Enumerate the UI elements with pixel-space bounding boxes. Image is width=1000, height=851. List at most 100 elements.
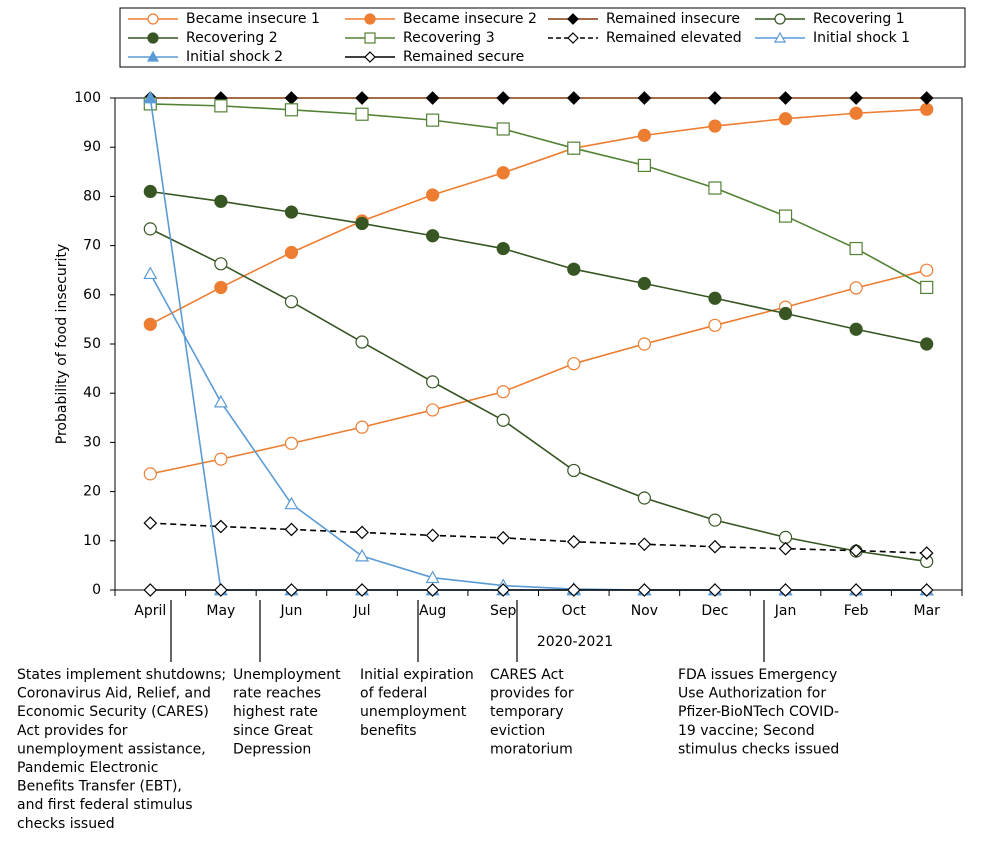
data-point [143,583,158,597]
data-point [284,583,299,597]
annotation-text: benefits [360,723,417,739]
legend-label: Recovering 2 [186,30,278,46]
annotation-text: 19 vaccine; Second [678,723,815,739]
legend-label: Became insecure 1 [186,11,320,27]
annotation-text: Benefits Transfer (EBT), [17,779,182,795]
data-point [919,546,934,560]
x-tick-label: Aug [419,603,446,619]
y-tick-label: 20 [83,484,101,500]
x-axis-label: 2020-2021 [537,634,613,650]
series-line [150,522,927,554]
data-point [496,530,511,545]
y-tick-label: 70 [83,238,101,254]
data-point [708,291,722,305]
data-point [778,209,793,223]
data-point [708,539,722,554]
x-tick-label: Feb [844,603,869,619]
data-point [496,583,511,597]
data-point [637,91,652,105]
data-point [566,534,581,549]
annotation-text: eviction [490,723,545,739]
y-tick-label: 90 [83,139,101,155]
data-point [849,322,863,336]
data-point [214,583,228,597]
data-point [143,317,157,331]
data-point [355,548,370,562]
y-tick-label: 80 [83,188,101,204]
x-tick-label: Mar [913,603,940,619]
data-point [143,90,158,104]
annotation-text: and first federal stimulus [17,797,193,813]
annotation-text: Pfizer-BioNTech COVID- [678,704,839,720]
data-point [920,337,934,351]
annotation-text: of federal [360,686,427,702]
data-point [567,357,581,371]
data-point [425,570,440,584]
annotation-text: Unemployment [233,667,341,683]
data-point [496,385,510,399]
annotation-text: provides for [490,686,574,702]
data-point [284,91,299,105]
legend-marker [774,13,786,25]
annotation-text: Pandemic Electronic [17,760,158,776]
x-tick-label: May [206,603,235,619]
data-point [214,257,228,271]
annotation-text: Coronavirus Aid, Relief, and [17,686,211,702]
data-point [637,491,651,505]
data-point [708,119,722,133]
data-point [849,241,863,256]
data-point [284,245,299,260]
data-point [355,107,369,121]
annotation-text: moratorium [490,741,573,757]
data-point [566,91,581,105]
x-tick-label: Jul [353,603,371,619]
data-point [778,306,793,321]
annotation-text: Depression [233,741,311,757]
data-point [426,188,440,202]
series-line [149,228,927,563]
x-tick-label: Sep [490,603,517,619]
data-point [355,216,369,231]
data-point [566,583,581,597]
data-point [425,528,440,543]
annotation-text: Use Authorization for [678,686,826,702]
data-point [849,543,863,558]
data-point [213,394,228,408]
data-point [637,583,652,597]
data-point [214,194,228,208]
annotation-text: temporary [490,704,564,720]
data-point [496,241,510,256]
data-point [567,463,581,478]
annotation-text: rate reaches [233,686,321,702]
legend-marker [567,13,579,25]
legend-label: Remained insecure [606,11,740,27]
annotation-text: Economic Security (CARES) [17,704,209,720]
data-point [708,513,722,527]
legend-marker [364,13,376,25]
legend-marker [147,13,159,25]
y-tick-label: 30 [83,434,101,450]
legend-label: Became insecure 2 [403,11,537,27]
data-point [284,295,299,309]
annotation-text: stimulus checks issued [678,741,839,757]
data-point [355,525,369,540]
data-point [496,122,510,136]
data-point [284,103,299,117]
legend-marker [364,32,376,44]
data-point [778,91,793,105]
data-point [778,530,793,544]
x-tick-label: Nov [631,603,658,619]
legend-marker [146,50,160,62]
legend-marker [147,32,159,44]
data-point [920,263,934,277]
data-point [637,537,652,552]
data-point [778,112,793,126]
data-point [426,375,440,389]
data-point [708,583,722,597]
data-point [708,318,722,332]
data-point [214,452,228,466]
data-point [355,91,369,105]
legend-label: Remained elevated [606,30,742,46]
annotation-text: checks issued [17,816,115,832]
